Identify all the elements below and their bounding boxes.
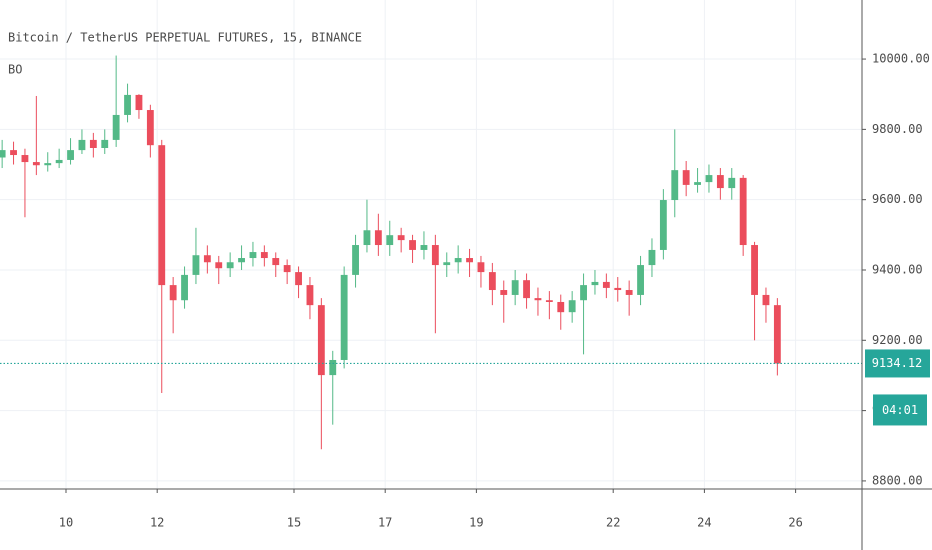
y-tick-label: 8800.00 (872, 473, 923, 487)
candle-body (762, 294, 770, 306)
y-tick-label: 9200.00 (872, 333, 923, 347)
y-tick-label: 9400.00 (872, 262, 923, 276)
countdown-label: 04:01 (882, 403, 918, 417)
candle-body (363, 230, 371, 246)
candle-body (545, 300, 553, 302)
countdown-badge (873, 394, 927, 426)
candle-body (374, 230, 382, 246)
candle-body (739, 177, 747, 246)
candle-body (682, 170, 690, 185)
candle-body (500, 290, 508, 295)
candle-body (637, 265, 644, 295)
candle-body (0, 150, 6, 158)
x-tick-label: 22 (606, 516, 620, 530)
candle-body (659, 200, 667, 250)
candle-body (203, 255, 211, 263)
candle-body (215, 262, 223, 269)
candle-body (751, 245, 758, 295)
candle-body (602, 281, 610, 288)
candle-body (340, 274, 348, 360)
candle-body (557, 301, 565, 313)
candle-body (728, 177, 736, 189)
candle-body (272, 258, 280, 266)
axis-labels: 8800.009000.009200.009400.009600.009800.… (59, 52, 930, 530)
indicator-label: BO (8, 63, 22, 77)
y-tick-label: 10000.00 (872, 52, 930, 66)
candle-body (260, 252, 268, 259)
candle-body (409, 240, 416, 250)
candle-body (511, 280, 519, 295)
price-badges: 9134.12 04:01 (865, 349, 930, 426)
x-tick-label: 26 (788, 516, 802, 530)
candle-body (488, 272, 496, 291)
x-tick-label: 17 (378, 516, 392, 530)
candle-body (568, 300, 576, 313)
candle-body (21, 155, 29, 163)
candle-body (477, 262, 485, 273)
candle-body (306, 285, 314, 306)
candle-body (55, 159, 63, 164)
candle-body (112, 114, 120, 140)
candle-body (671, 170, 679, 201)
candle-body (443, 262, 451, 266)
candle-body (716, 175, 724, 189)
candle-body (773, 305, 781, 364)
candle-body (32, 162, 40, 166)
candle-body (614, 287, 622, 291)
y-tick-label: 9600.00 (872, 192, 923, 206)
candle-body (135, 94, 143, 111)
x-tick-label: 24 (697, 516, 711, 530)
candle-body (580, 285, 587, 301)
candle-body (181, 274, 188, 301)
candle-body (466, 258, 473, 263)
x-tick-label: 12 (150, 516, 164, 530)
candle-body (352, 245, 359, 275)
candle-body (249, 252, 257, 259)
candle-body (317, 305, 325, 376)
candle-body (694, 182, 701, 185)
grid (0, 0, 862, 489)
candle-body (124, 94, 131, 115)
candle-body (146, 110, 154, 146)
candle-body (295, 272, 302, 286)
candle-body (192, 255, 200, 275)
candle-body (705, 175, 713, 183)
x-tick-label: 15 (287, 516, 301, 530)
candle-body (648, 249, 656, 266)
candle-body (226, 262, 234, 269)
candle-body (238, 258, 245, 263)
candle-body (283, 265, 291, 273)
chart-title: Bitcoin / TetherUS PERPETUAL FUTURES, 15… (8, 31, 362, 45)
candle-body (78, 139, 86, 151)
candle-body (386, 235, 394, 246)
candle-body (67, 150, 74, 160)
x-tick-label: 10 (59, 516, 73, 530)
candles (0, 55, 862, 450)
candle-body (329, 359, 337, 376)
y-tick-label: 9800.00 (872, 122, 923, 136)
candle-body (591, 281, 599, 286)
candle-body (158, 145, 166, 286)
candle-body (397, 235, 405, 241)
candle-body (101, 139, 109, 149)
candle-body (625, 290, 633, 295)
candle-body (169, 285, 177, 301)
x-tick-label: 19 (469, 516, 483, 530)
last-price-badge (865, 349, 930, 378)
candle-body (534, 298, 542, 301)
candle-body (523, 280, 530, 299)
candle-body (10, 150, 17, 156)
candle-body (89, 139, 97, 149)
last-price-label: 9134.12 (872, 356, 923, 370)
candle-body (420, 245, 428, 250)
candle-body (431, 245, 439, 266)
candle-body (44, 163, 52, 166)
candle-body (454, 258, 462, 263)
